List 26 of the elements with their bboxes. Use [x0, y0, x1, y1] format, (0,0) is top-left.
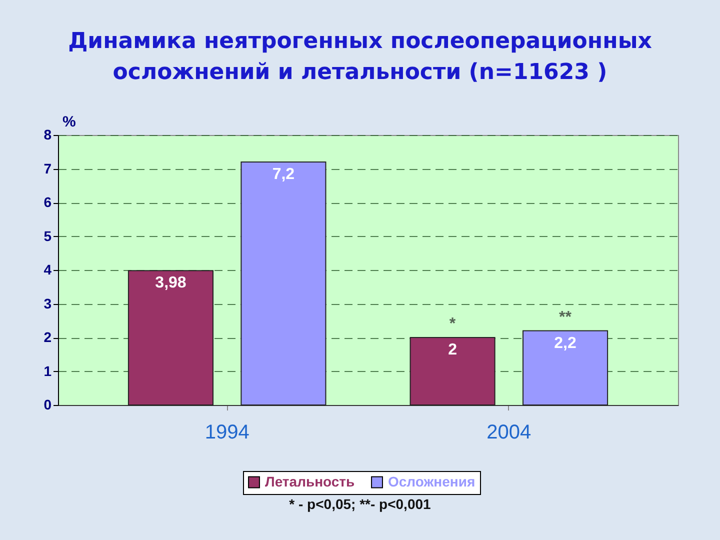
data-label: 2,2: [554, 334, 576, 352]
y-tick-label: 3: [44, 295, 52, 312]
y-tick-label: 0: [44, 396, 52, 412]
bar: [128, 270, 214, 406]
legend-label: Летальность: [265, 473, 356, 490]
y-tick-label: 5: [44, 228, 52, 244]
legend-label: Осложнения: [388, 473, 476, 490]
data-label: 3,98: [155, 274, 186, 292]
bar: [410, 337, 496, 406]
bar: [522, 330, 608, 406]
text: * - p<0,05; **- p<0,001: [289, 496, 431, 512]
chart-title: Динамика неятрогенных послеоперационных осложнений и летальности (n=11623 ): [67, 28, 653, 87]
bar: [240, 162, 326, 406]
x-tick-label: 2004: [486, 422, 532, 444]
y-tick-label: 7: [44, 160, 52, 176]
y-tick-label: 4: [44, 262, 52, 278]
y-axis-title: %: [62, 114, 76, 130]
y-tick-label: 1: [44, 362, 52, 379]
y-tick-label: 2: [44, 329, 52, 345]
annotation: **: [559, 308, 572, 326]
x-tick-label: 1994: [204, 422, 250, 444]
y-tick-label: 8: [44, 126, 52, 142]
data-label: 2: [448, 342, 458, 358]
annotation: *: [449, 316, 456, 332]
y-tick-label: 6: [44, 194, 52, 210]
data-label: 7,2: [272, 166, 295, 183]
